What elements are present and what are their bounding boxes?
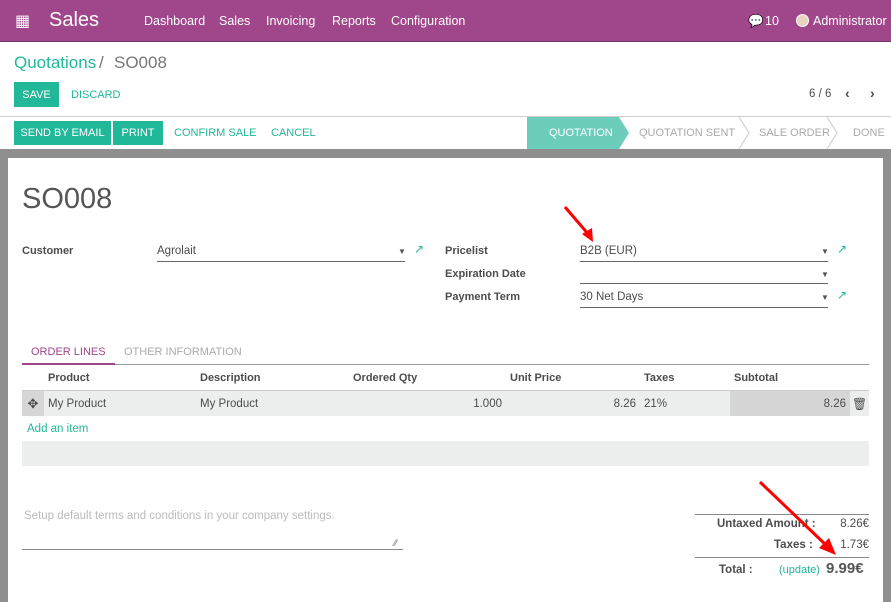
row-unit-price[interactable]: 8.26 <box>613 398 636 410</box>
totals-divider <box>695 514 869 515</box>
resize-handle-icon[interactable]: ⁄⁄ <box>394 538 398 548</box>
terms-placeholder: Setup default terms and conditions in yo… <box>24 510 335 522</box>
stage-arrows <box>527 117 838 149</box>
taxes-value: 1.73€ <box>840 539 869 551</box>
row-subtotal[interactable]: 8.26 <box>823 398 846 410</box>
update-link[interactable]: (update) <box>779 564 820 576</box>
dropdown-caret-icon[interactable]: ▼ <box>821 293 829 302</box>
drag-handle-icon[interactable]: ✥ <box>22 391 44 416</box>
menu-sales[interactable]: Sales <box>219 14 251 28</box>
col-unit-price[interactable]: Unit Price <box>510 372 562 384</box>
customer-value: Agrolait <box>157 245 196 257</box>
menu-invoicing[interactable]: Invoicing <box>266 14 316 28</box>
table-footer <box>22 441 869 466</box>
form-sheet <box>8 158 883 602</box>
breadcrumb-quotations[interactable]: Quotations <box>14 53 97 72</box>
table-row[interactable] <box>22 390 869 416</box>
red-arrow-annotation <box>563 206 593 242</box>
record-title: SO008 <box>22 183 113 215</box>
expiration-date-field[interactable] <box>580 267 828 284</box>
tab-order-lines[interactable]: ORDER LINES <box>31 346 106 358</box>
chevron-right-icon[interactable]: › <box>870 85 875 101</box>
top-navbar: ▦ Sales Dashboard Sales Invoicing Report… <box>0 0 891 42</box>
customer-label: Customer <box>22 245 74 257</box>
stage-quotation-sent[interactable]: QUOTATION SENT <box>639 127 736 139</box>
chat-icon[interactable]: 💬 <box>748 14 764 28</box>
messages-count[interactable]: 10 <box>765 14 779 28</box>
col-description[interactable]: Description <box>200 372 261 384</box>
row-description[interactable]: My Product <box>200 398 259 410</box>
totals-divider <box>695 557 869 558</box>
payment-term-value: 30 Net Days <box>580 291 644 303</box>
dropdown-caret-icon[interactable]: ▼ <box>821 270 829 279</box>
expiration-date-label: Expiration Date <box>445 268 526 280</box>
trash-icon[interactable]: 🗑 <box>852 397 868 411</box>
customer-field[interactable]: Agrolait <box>157 245 405 262</box>
taxes-label: Taxes : <box>774 539 813 551</box>
breadcrumb-current: SO008 <box>114 53 167 72</box>
tab-other-information[interactable]: OTHER INFORMATION <box>124 346 242 358</box>
discard-button[interactable]: DISCARD <box>71 89 121 101</box>
col-subtotal[interactable]: Subtotal <box>734 372 778 384</box>
apps-grid-icon[interactable]: ▦ <box>15 13 31 30</box>
print-button[interactable]: PRINT <box>113 121 163 145</box>
stage-quotation[interactable]: QUOTATION <box>549 127 613 139</box>
payment-term-label: Payment Term <box>445 291 520 303</box>
row-qty[interactable]: 1.000 <box>473 398 502 410</box>
subtotal-cell-bg <box>730 391 850 416</box>
stage-done[interactable]: DONE <box>853 127 885 139</box>
terms-textarea[interactable] <box>22 549 403 550</box>
total-value: 9.99€ <box>826 560 864 577</box>
external-link-icon[interactable]: ↗ <box>414 242 425 256</box>
dropdown-caret-icon[interactable]: ▼ <box>398 247 406 256</box>
dropdown-caret-icon[interactable]: ▼ <box>821 247 829 256</box>
send-by-email-button[interactable]: SEND BY EMAIL <box>14 121 111 145</box>
red-arrow-annotation <box>758 480 836 555</box>
pager-value: 6 / 6 <box>809 88 832 100</box>
add-item-link[interactable]: Add an item <box>27 423 89 435</box>
menu-dashboard[interactable]: Dashboard <box>144 14 206 28</box>
user-menu[interactable]: Administrator <box>813 14 887 28</box>
external-link-icon[interactable]: ↗ <box>837 288 848 302</box>
total-label: Total : <box>719 564 753 576</box>
save-button[interactable]: SAVE <box>14 82 59 107</box>
untaxed-value: 8.26€ <box>840 518 869 530</box>
untaxed-label: Untaxed Amount : <box>717 518 816 530</box>
pricelist-label: Pricelist <box>445 245 488 257</box>
chevron-left-icon[interactable]: ‹ <box>845 85 850 101</box>
avatar[interactable] <box>796 14 809 27</box>
active-tab-indicator <box>22 363 115 365</box>
row-product[interactable]: My Product <box>48 398 107 410</box>
external-link-icon[interactable]: ↗ <box>837 242 848 256</box>
cancel-button[interactable]: CANCEL <box>271 127 316 139</box>
breadcrumb-separator: / <box>99 53 104 72</box>
stage-sale-order[interactable]: SALE ORDER <box>759 127 830 139</box>
tabs-divider <box>22 364 869 365</box>
menu-reports[interactable]: Reports <box>332 14 376 28</box>
col-ordered-qty[interactable]: Ordered Qty <box>353 372 418 384</box>
menu-configuration[interactable]: Configuration <box>391 14 466 28</box>
app-name: Sales <box>49 9 100 31</box>
col-product[interactable]: Product <box>48 372 90 384</box>
pricelist-value: B2B (EUR) <box>580 245 637 257</box>
col-taxes[interactable]: Taxes <box>644 372 675 384</box>
payment-term-field[interactable]: 30 Net Days <box>580 291 828 308</box>
row-taxes[interactable]: 21% <box>644 398 668 410</box>
pricelist-field[interactable]: B2B (EUR) <box>580 245 828 262</box>
confirm-sale-button[interactable]: CONFIRM SALE <box>174 127 257 139</box>
